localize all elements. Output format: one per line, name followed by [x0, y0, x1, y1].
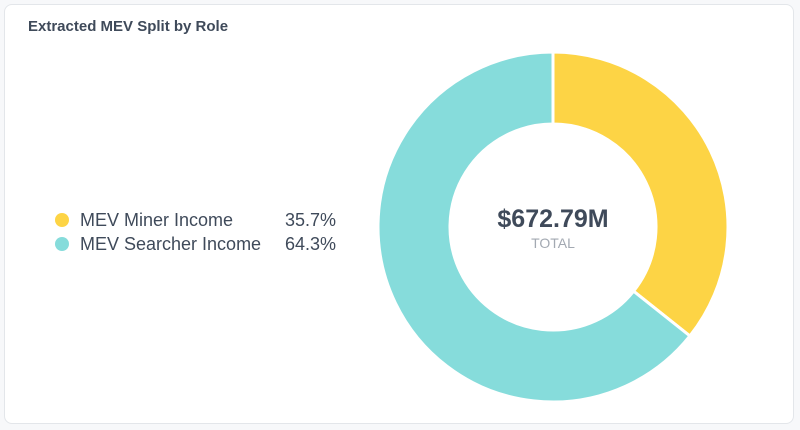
- donut-center-total: $672.79M: [497, 205, 609, 233]
- legend-swatch-searcher-income: [55, 237, 69, 251]
- donut-slice-searcher-income[interactable]: [376, 50, 693, 404]
- donut-slice-miner-income[interactable]: [551, 50, 730, 339]
- legend-item-miner-income[interactable]: MEV Miner Income 35.7%: [55, 208, 355, 232]
- legend-percentage: 35.7%: [285, 209, 337, 230]
- chart-card: Extracted MEV Split by Role MEV Miner In…: [4, 4, 794, 424]
- legend-swatch-miner-income: [55, 213, 69, 227]
- legend-label: MEV Searcher Income: [80, 233, 262, 254]
- donut-chart: [376, 50, 730, 404]
- legend-item-searcher-income[interactable]: MEV Searcher Income 64.3%: [55, 232, 355, 256]
- legend-label: MEV Miner Income: [80, 209, 234, 230]
- legend-percentage: 64.3%: [285, 233, 337, 254]
- donut-center-label: TOTAL: [531, 235, 575, 251]
- chart-legend: MEV Miner Income 35.7% MEV Searcher Inco…: [55, 208, 355, 256]
- card-title: Extracted MEV Split by Role: [28, 18, 229, 35]
